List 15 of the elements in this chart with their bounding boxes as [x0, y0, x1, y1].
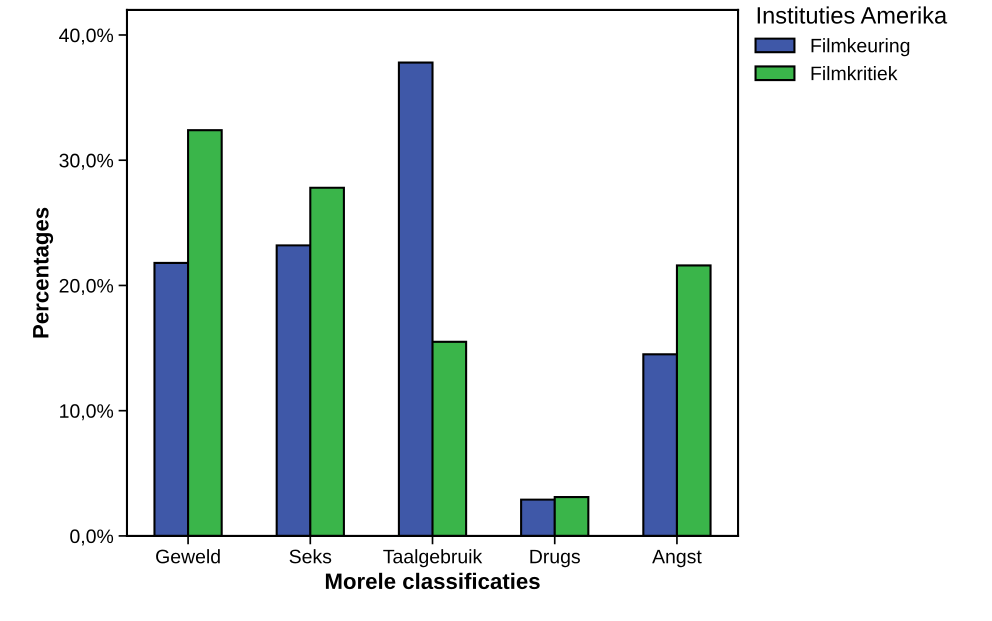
y-axis-title: Percentages: [33, 208, 54, 338]
y-tick-label: 20,0%: [60, 278, 114, 295]
y-tick-label: 40,0%: [59, 28, 114, 45]
y-tick-label: 0,0%: [70, 529, 114, 546]
y-tick-label: 30,0%: [59, 154, 114, 170]
legend-label: Filmkeuring: [812, 38, 910, 56]
legend-title: Instituties Amerika: [758, 6, 948, 24]
legend-label: Filmkritiek: [812, 66, 898, 80]
x-axis-title: Morele classificaties: [326, 572, 540, 590]
x-tick-label: Geweld: [156, 549, 220, 564]
x-tick-label: Seks: [290, 549, 332, 564]
x-tick-label: Drugs: [530, 550, 580, 568]
y-tick-label: 10,0%: [60, 404, 114, 420]
x-tick-label: Angst: [652, 550, 702, 568]
x-tick-label: Taalgebruik: [383, 549, 482, 568]
